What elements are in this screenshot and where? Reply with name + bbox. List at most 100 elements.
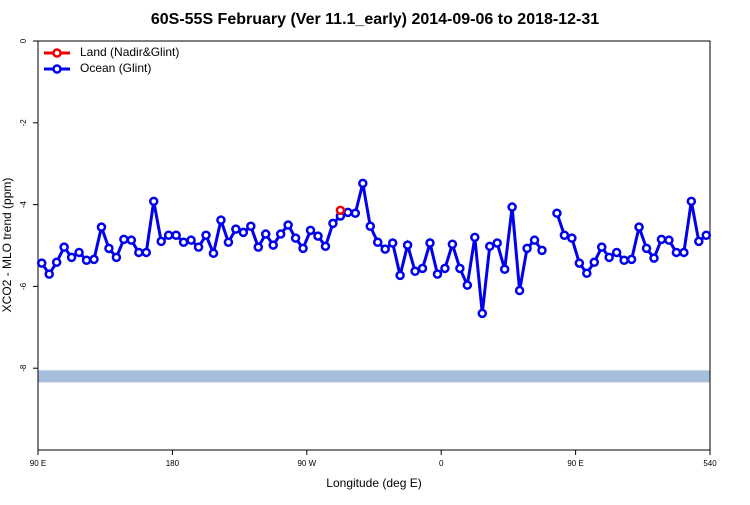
data-point (559, 230, 570, 241)
data-point (89, 254, 99, 265)
data-point (387, 238, 398, 248)
data-point (574, 258, 585, 268)
data-point (492, 238, 502, 248)
data-point (223, 237, 234, 247)
data-point (260, 229, 271, 239)
data-point (134, 247, 144, 258)
data-point (119, 234, 129, 245)
data-point (417, 263, 428, 274)
data-point (522, 243, 532, 254)
data-point (335, 205, 346, 216)
y-tick-label: -8 (19, 364, 28, 372)
data-point (298, 243, 308, 254)
x-tick-label: 90 W (297, 459, 316, 468)
data-point (462, 280, 473, 290)
data-point (395, 270, 405, 281)
data-point (148, 196, 159, 207)
data-point (350, 208, 361, 218)
data-point (268, 240, 278, 250)
data-point (253, 242, 264, 252)
data-point (440, 263, 450, 274)
data-point (634, 222, 644, 232)
data-point (275, 229, 286, 239)
data-point (178, 237, 189, 247)
data-point (216, 215, 226, 225)
data-point (656, 234, 667, 245)
data-point (455, 263, 465, 274)
data-point (567, 233, 577, 243)
data-point (238, 227, 249, 238)
data-point (343, 207, 353, 218)
data-point (447, 239, 458, 250)
data-point (529, 235, 540, 245)
y-tick-label: -2 (19, 119, 28, 127)
data-point (477, 308, 488, 319)
data-point (141, 247, 152, 258)
data-point (619, 255, 629, 265)
y-tick-label: 0 (19, 38, 28, 43)
data-point (372, 237, 383, 247)
data-point (246, 221, 256, 232)
data-point (171, 230, 181, 241)
data-point (582, 268, 592, 279)
data-point (499, 264, 510, 274)
data-point (470, 232, 480, 243)
data-point (320, 241, 331, 252)
data-point (104, 243, 114, 254)
data-point (380, 244, 390, 254)
reference-band (38, 370, 710, 383)
plot-frame (37, 40, 711, 451)
chart-title: 60S-55S February (Ver 11.1_early) 2014-0… (151, 11, 599, 28)
x-axis-label: Longitude (deg E) (326, 476, 421, 490)
legend-marker (52, 48, 62, 58)
data-point (410, 266, 420, 277)
data-point (126, 235, 137, 245)
y-tick-label: -4 (19, 200, 28, 208)
data-point (74, 247, 84, 258)
data-point (664, 235, 674, 245)
data-point (201, 230, 211, 241)
data-point (358, 178, 368, 189)
data-point (671, 247, 682, 258)
data-point (694, 236, 704, 247)
data-point (96, 222, 107, 232)
data-point (328, 218, 338, 229)
y-axis-label: XCO2 - MLO trend (ppm) (0, 178, 14, 313)
data-point (36, 258, 47, 268)
data-point (589, 257, 600, 268)
data-point (313, 231, 323, 241)
data-point (231, 224, 241, 234)
legend-marker (52, 64, 62, 74)
data-point (81, 255, 92, 265)
data-point (111, 252, 122, 263)
legend-label: Land (Nadir&Glint) (80, 45, 179, 59)
x-tick-label: 90 E (30, 459, 46, 468)
data-point (596, 242, 607, 252)
data-point (611, 247, 622, 258)
data-point (514, 285, 525, 296)
x-tick-label: 0 (439, 459, 444, 468)
data-point (552, 208, 562, 218)
legend-label: Ocean (Glint) (80, 61, 151, 75)
data-point (604, 252, 614, 263)
data-point (641, 243, 652, 254)
data-point (290, 233, 301, 243)
data-point (507, 202, 517, 212)
data-point (402, 240, 413, 250)
data-point (537, 245, 547, 256)
data-point (59, 242, 69, 252)
data-point (626, 254, 637, 265)
data-point (193, 242, 204, 252)
data-point (425, 238, 435, 248)
data-point (701, 230, 712, 241)
data-point (679, 247, 689, 258)
data-point (44, 269, 54, 279)
x-tick-label: 90 E (567, 459, 583, 468)
data-point (283, 220, 293, 230)
data-point (156, 236, 166, 247)
data-point (305, 225, 316, 236)
data-point (208, 248, 219, 259)
x-tick-label: 540 (703, 459, 717, 468)
data-point (66, 252, 77, 263)
